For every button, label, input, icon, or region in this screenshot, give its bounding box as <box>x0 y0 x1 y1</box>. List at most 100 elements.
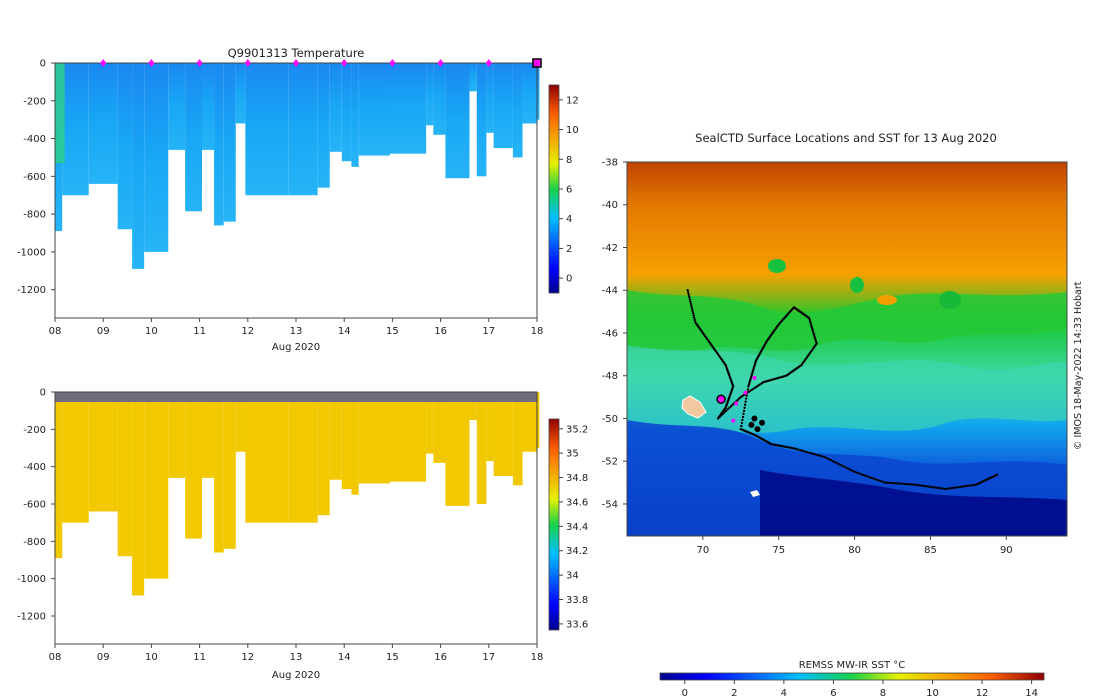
profile-column <box>214 63 224 226</box>
profile-column <box>223 63 236 222</box>
track-point <box>896 482 900 485</box>
profile-column <box>168 392 186 478</box>
y-tick-label: -1200 <box>17 612 46 623</box>
kerguelen-island <box>681 395 707 419</box>
track-point <box>753 365 756 368</box>
salinity-profiles <box>55 392 540 596</box>
track-point <box>693 318 696 322</box>
track-point <box>820 455 824 458</box>
profile-column <box>493 63 513 148</box>
colorbar-tick-label: 34.6 <box>566 497 588 508</box>
track-point <box>972 483 975 487</box>
track-point <box>813 335 816 338</box>
track-point <box>963 485 967 488</box>
track-point <box>811 327 814 331</box>
track-point <box>823 455 826 459</box>
profile-column <box>522 392 537 452</box>
sst-colorbar <box>660 673 1044 680</box>
track-point <box>741 415 745 419</box>
track-point <box>726 408 729 411</box>
track-point <box>745 397 748 400</box>
track-point <box>953 486 956 489</box>
x-tick-label: 18 <box>531 652 544 663</box>
track-point <box>970 484 973 487</box>
track-point <box>909 483 913 486</box>
profile-column <box>317 392 330 516</box>
salinity-colorbar-ticks: 33.6 33.8 34 34.2 34.4 34.6 34.8 35 35.2 <box>559 424 588 630</box>
profile-column <box>512 392 523 486</box>
map-y-tick-label: -40 <box>602 200 618 211</box>
track-point <box>692 316 696 319</box>
colorbar-tick-label: 35 <box>566 449 579 460</box>
temperature-title: Q9901313 Temperature <box>228 46 365 60</box>
profile-column <box>445 63 470 179</box>
colorbar-tick-label: 33.6 <box>566 619 588 630</box>
colorbar-tick-label: 4 <box>566 214 572 225</box>
track-point <box>995 473 999 476</box>
track-point <box>749 377 752 381</box>
x-tick-label: 10 <box>145 652 158 663</box>
track-point <box>812 331 815 334</box>
track-point <box>724 409 728 413</box>
temperature-profiles <box>55 63 540 269</box>
x-tick-label: 14 <box>338 326 351 337</box>
y-tick-label: -1200 <box>17 285 46 296</box>
x-tick-label: 15 <box>386 652 399 663</box>
track-point <box>729 405 733 408</box>
sst-tick-label: 8 <box>880 688 886 699</box>
track-point <box>691 311 695 315</box>
map-x-tick-label: 75 <box>772 545 785 556</box>
profile-column <box>185 63 203 212</box>
track-point <box>690 307 694 310</box>
track-point <box>870 476 874 480</box>
profile-column <box>55 392 63 559</box>
y-tick-label: -600 <box>23 172 46 183</box>
profile-column <box>426 63 434 126</box>
colorbar-tick-label: 6 <box>566 185 572 196</box>
track-point <box>754 359 758 362</box>
cold-core <box>760 470 1067 536</box>
track-point <box>833 461 837 464</box>
profile-column <box>486 63 494 133</box>
track-point <box>844 466 848 469</box>
salinity-y-ticks: 0 -200 -400 -600 -800 -1000 -1200 <box>17 388 55 623</box>
profile-marker <box>196 59 203 67</box>
map-x-tick-label: 90 <box>1000 545 1013 556</box>
track-point <box>809 322 812 325</box>
profile-column <box>202 63 215 150</box>
track-point <box>747 383 751 386</box>
track-point <box>892 481 895 485</box>
track-point <box>872 477 876 480</box>
track-point <box>792 447 796 450</box>
sst-tick-label: 10 <box>926 688 939 699</box>
sst-colorbar-ticks: 0 2 4 6 8 10 12 14 <box>682 680 1038 699</box>
track-point <box>720 414 723 417</box>
map-y-tick-label: -46 <box>602 328 618 339</box>
x-tick-label: 17 <box>482 326 495 337</box>
profile-column <box>537 63 540 120</box>
y-tick-label: 0 <box>40 59 46 70</box>
x-tick-label: 16 <box>434 652 447 663</box>
track-point <box>688 295 691 299</box>
y-tick-label: -1000 <box>17 574 46 585</box>
track-point <box>859 472 863 476</box>
y-tick-label: -200 <box>23 96 46 107</box>
track-point <box>794 447 798 451</box>
colorbar-tick-label: 35.2 <box>566 424 588 435</box>
salinity-colorbar <box>549 419 559 630</box>
y-tick-label: -200 <box>23 425 46 436</box>
track-cluster <box>759 419 766 426</box>
map-y-tick-label: -42 <box>602 243 618 254</box>
profile-marker <box>293 59 299 67</box>
track-point <box>814 338 817 342</box>
track-point <box>750 374 753 377</box>
track-point <box>814 340 818 344</box>
track-point <box>818 454 822 457</box>
profile-column <box>469 392 477 420</box>
x-tick-label: 13 <box>290 652 303 663</box>
track-point <box>691 309 694 313</box>
profile-marker <box>100 59 107 67</box>
profile-column <box>214 392 224 553</box>
track-point <box>935 486 939 489</box>
track-point <box>737 397 741 400</box>
